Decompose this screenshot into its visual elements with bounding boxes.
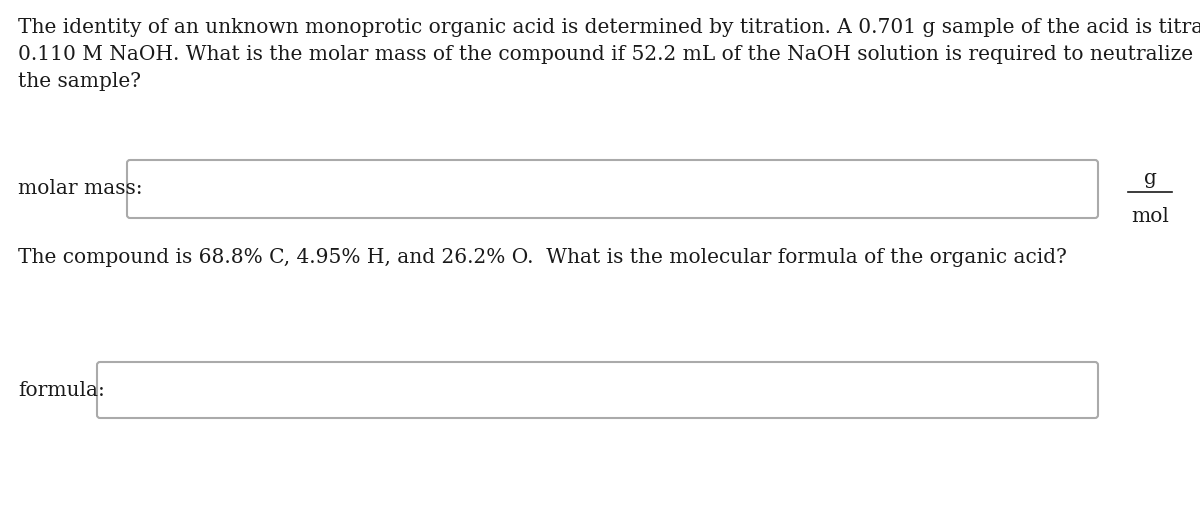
Text: formula:: formula: — [18, 380, 104, 399]
Text: The compound is 68.8% C, 4.95% H, and 26.2% O.  What is the molecular formula of: The compound is 68.8% C, 4.95% H, and 26… — [18, 248, 1067, 267]
FancyBboxPatch shape — [127, 160, 1098, 218]
Text: molar mass:: molar mass: — [18, 180, 143, 199]
Text: the sample?: the sample? — [18, 72, 142, 91]
Text: The identity of an unknown monoprotic organic acid is determined by titration. A: The identity of an unknown monoprotic or… — [18, 18, 1200, 37]
Text: mol: mol — [1132, 207, 1169, 226]
Text: g: g — [1144, 168, 1157, 187]
FancyBboxPatch shape — [97, 362, 1098, 418]
Text: 0.110 M NaOH. What is the molar mass of the compound if 52.2 mL of the NaOH solu: 0.110 M NaOH. What is the molar mass of … — [18, 45, 1193, 64]
